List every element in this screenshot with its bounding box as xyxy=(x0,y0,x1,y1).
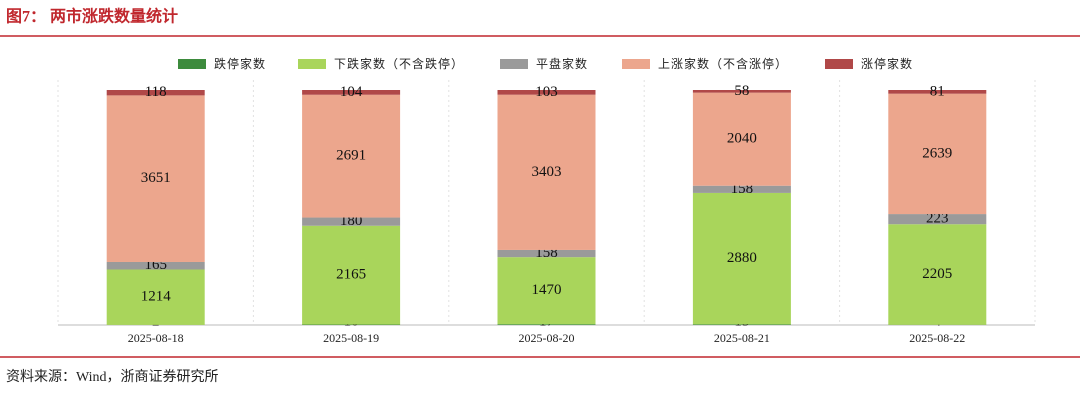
data-label: 2205 xyxy=(922,266,952,282)
bar-segment xyxy=(497,94,596,250)
chart-title: 图7： 两市涨跌数量统计 xyxy=(6,7,178,26)
legend-label: 下跌家数（不含跌停） xyxy=(334,56,464,71)
data-label: 1470 xyxy=(532,282,562,298)
legend-swatch xyxy=(622,59,650,69)
data-label: 58 xyxy=(734,83,749,99)
bar-segment xyxy=(106,261,205,270)
data-label: 104 xyxy=(340,84,363,100)
legend-label: 涨停家数 xyxy=(861,56,913,71)
legend-label: 平盘家数 xyxy=(536,56,588,71)
bar-segment xyxy=(692,90,791,93)
data-label: 118 xyxy=(145,84,167,100)
x-tick-label: 2025-08-21 xyxy=(714,331,770,345)
legend-swatch xyxy=(500,59,528,69)
bar-segment xyxy=(497,324,596,325)
data-label: 3403 xyxy=(532,164,562,180)
bar-segment xyxy=(888,214,987,225)
bar-segment xyxy=(106,269,205,325)
source: 资料来源：Wind，浙商证券研究所 xyxy=(6,369,219,385)
bar-segment xyxy=(497,90,596,95)
x-tick-label: 2025-08-19 xyxy=(323,331,379,345)
bar-segment xyxy=(302,94,401,218)
bar-segment xyxy=(302,217,401,226)
data-label: 2165 xyxy=(336,267,366,283)
legend-label: 跌停家数 xyxy=(214,56,266,71)
bar-segment xyxy=(692,324,791,325)
data-label: 2880 xyxy=(727,250,757,266)
bar-segment xyxy=(692,192,791,325)
x-tick-label: 2025-08-18 xyxy=(128,331,184,345)
bar-segment xyxy=(888,90,987,94)
data-label: 2691 xyxy=(336,148,366,164)
bar-segment xyxy=(692,92,791,186)
bar-segment xyxy=(302,90,401,95)
data-label: 1214 xyxy=(141,289,172,305)
data-label: 3651 xyxy=(141,170,171,186)
legend-swatch xyxy=(298,59,326,69)
legend-label: 上涨家数（不含涨停） xyxy=(658,56,788,71)
x-tick-label: 2025-08-20 xyxy=(519,331,575,345)
bar-segment xyxy=(106,95,205,262)
bar-segment xyxy=(888,93,987,215)
bar-segment xyxy=(302,225,401,325)
data-label: 2040 xyxy=(727,131,757,147)
bar-segment xyxy=(888,224,987,325)
bar-segment xyxy=(106,90,205,96)
data-label: 2639 xyxy=(922,145,952,161)
bar-segment xyxy=(692,185,791,193)
legend-swatch xyxy=(178,59,206,69)
bar-segment xyxy=(497,249,596,258)
legend-swatch xyxy=(825,59,853,69)
data-label: 223 xyxy=(926,211,949,227)
bar-segment xyxy=(497,257,596,325)
data-label: 103 xyxy=(535,84,558,100)
data-label: 81 xyxy=(930,83,945,99)
x-tick-label: 2025-08-22 xyxy=(909,331,965,345)
